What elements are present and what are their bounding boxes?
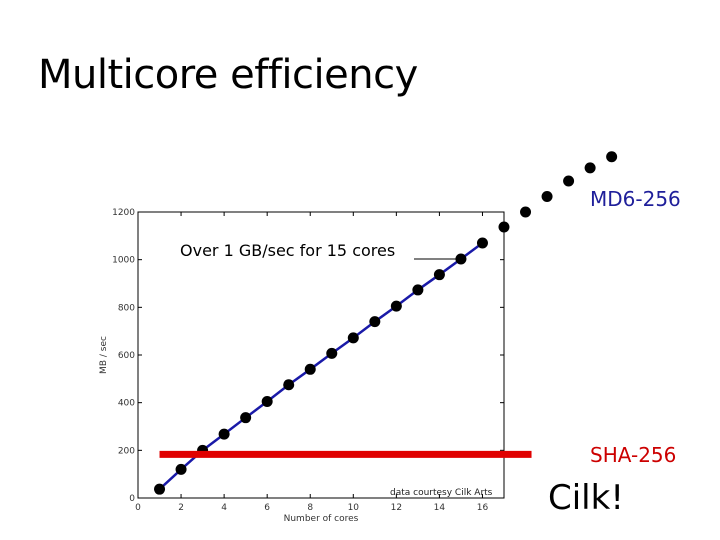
x-tick-label: 2: [178, 503, 184, 513]
data-credit: data courtesy Cilk Arts: [390, 488, 493, 498]
y-axis-ticks: 0 200 400 600 800 1000 1200: [112, 208, 504, 504]
extrapolated-points: [498, 151, 618, 233]
y-tick-label: 0: [129, 494, 135, 504]
md6-data-point: [283, 379, 295, 391]
y-tick-label: 600: [118, 351, 135, 361]
md6-data-point: [412, 284, 424, 296]
extrapolated-point: [541, 191, 553, 203]
md6-label: MD6-256: [590, 187, 681, 211]
md6-data-point: [304, 363, 316, 375]
slide-title: Multicore efficiency: [38, 52, 418, 98]
x-axis-ticks: 0 2 4 6 8 10 12 14 16: [135, 212, 488, 513]
md6-data-point: [369, 316, 381, 328]
md6-data-point: [347, 332, 359, 344]
md6-data-point: [326, 347, 338, 359]
md6-line: [158, 241, 484, 491]
y-tick-label: 1000: [112, 256, 135, 266]
md6-series: [154, 237, 488, 495]
x-tick-label: 8: [307, 503, 313, 513]
extrapolated-point: [498, 221, 510, 233]
y-axis-label: MB / sec: [99, 336, 109, 374]
cilk-label: Cilk!: [548, 478, 624, 518]
sha-label: SHA-256: [590, 443, 677, 467]
y-tick-label: 1200: [112, 208, 135, 218]
md6-data-point: [433, 269, 445, 281]
chart-headline-annotation: Over 1 GB/sec for 15 cores: [180, 241, 395, 260]
extrapolated-point: [606, 151, 618, 163]
md6-data-point: [154, 483, 166, 495]
extrapolated-point: [520, 206, 532, 218]
x-tick-label: 4: [221, 503, 227, 513]
md6-data-point: [218, 428, 230, 440]
x-axis-label: Number of cores: [284, 514, 359, 524]
md6-data-point: [390, 300, 402, 312]
md6-data-point: [240, 412, 252, 424]
md6-data-point: [455, 253, 467, 265]
x-tick-label: 12: [391, 503, 402, 513]
md6-data-point: [476, 237, 488, 249]
x-tick-label: 0: [135, 503, 141, 513]
md6-data-point: [261, 395, 273, 407]
md6-data-point: [175, 463, 187, 475]
y-tick-label: 400: [118, 399, 135, 409]
y-tick-label: 200: [118, 446, 135, 456]
extrapolated-point: [563, 175, 575, 187]
y-tick-label: 800: [118, 303, 135, 313]
x-tick-label: 6: [264, 503, 270, 513]
extrapolated-point: [584, 162, 596, 174]
x-tick-label: 10: [348, 503, 360, 513]
x-tick-label: 16: [477, 503, 489, 513]
x-tick-label: 14: [434, 503, 446, 513]
